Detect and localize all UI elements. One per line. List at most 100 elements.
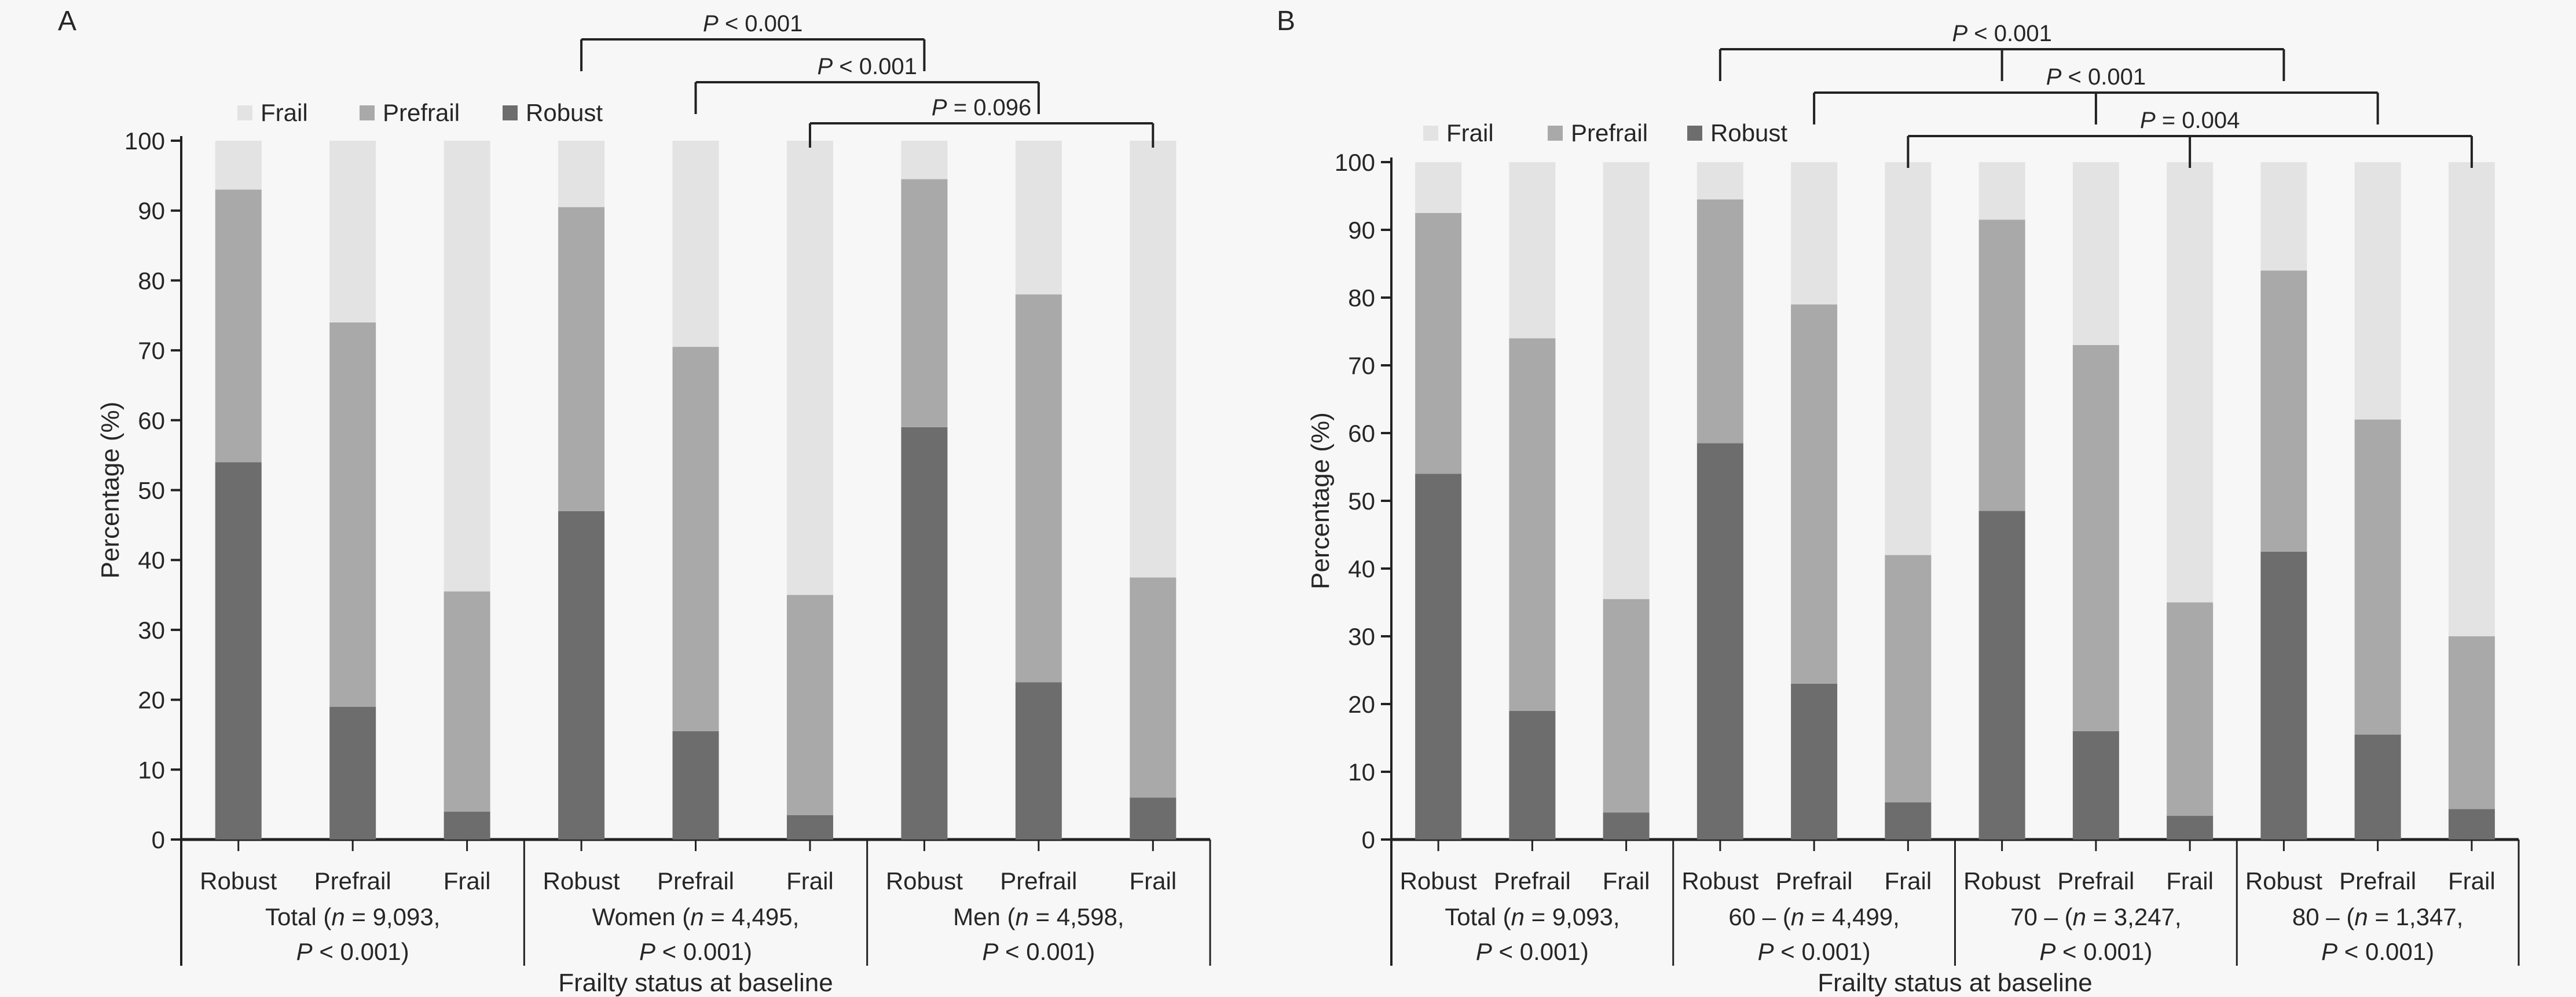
bar-segment-robust — [2072, 731, 2119, 840]
bar-segment-robust — [2260, 551, 2307, 840]
bar-segment-robust — [1015, 682, 1062, 840]
legend-label: Robust — [1710, 119, 1787, 146]
category-label: Prefrail — [1494, 867, 1571, 895]
legend-swatch-robust-icon — [503, 105, 518, 120]
group-label-line1: Men (n = 4,598, — [953, 903, 1124, 930]
group-label-line1: Total (n = 9,093, — [265, 903, 440, 930]
bar-segment-prefrail — [2354, 419, 2401, 735]
bar-segment-prefrail — [1791, 304, 1838, 684]
bar-segment-robust — [1696, 443, 1743, 840]
y-tick-label: 60 — [138, 407, 165, 434]
group-label-line2: P < 0.001) — [982, 938, 1095, 965]
bar-segment-robust — [1791, 683, 1838, 840]
category-label: Frail — [1129, 867, 1177, 895]
bar-segment-prefrail — [1130, 577, 1177, 798]
panel-letter: A — [58, 6, 76, 36]
bar-segment-prefrail — [1415, 212, 1462, 474]
category-label: Robust — [1963, 867, 2040, 895]
y-tick-label: 10 — [1348, 758, 1375, 786]
category-label: Frail — [1603, 867, 1650, 895]
bar-segment-frail — [444, 141, 490, 592]
group-label-line2: P < 0.001) — [1758, 938, 1871, 965]
bar-segment-frail — [1603, 162, 1650, 599]
group-label-line2: P < 0.001) — [2039, 938, 2152, 965]
bar-segment-prefrail — [1603, 599, 1650, 813]
group-label-line2: P < 0.001) — [296, 938, 409, 965]
bar-segment-robust — [2167, 816, 2214, 840]
bar-segment-prefrail — [1015, 294, 1062, 683]
category-label: Robust — [200, 867, 277, 895]
y-tick-label: 30 — [1348, 623, 1375, 650]
bar-segment-prefrail — [2167, 602, 2214, 816]
group-label-line2: P < 0.001) — [2321, 938, 2434, 965]
bar-segment-frail — [1415, 162, 1462, 213]
bar-segment-frail — [215, 141, 262, 190]
bar-segment-robust — [1603, 812, 1650, 840]
group-label-line1: 70 – (n = 3,247, — [2010, 903, 2181, 930]
bar-segment-frail — [1696, 162, 1743, 200]
group-label-line2: P < 0.001) — [1476, 938, 1589, 965]
y-tick-label: 0 — [152, 826, 165, 853]
legend-label: Prefrail — [383, 99, 460, 126]
legend-swatch-prefrail-icon — [360, 105, 375, 120]
bar-segment-frail — [2354, 162, 2401, 420]
bar-segment-prefrail — [329, 322, 376, 707]
bar-segment-frail — [1791, 162, 1838, 305]
bar-segment-robust — [444, 811, 490, 840]
group-label-line1: 80 – (n = 1,347, — [2292, 903, 2463, 930]
y-tick-label: 60 — [1348, 420, 1375, 447]
category-label: Frail — [1885, 867, 1932, 895]
bar-segment-frail — [1509, 162, 1556, 339]
bracket-p-label: P = 0.096 — [932, 95, 1031, 120]
bar-segment-robust — [2354, 734, 2401, 840]
category-label: Frail — [2166, 867, 2214, 895]
bar-segment-frail — [1015, 141, 1062, 295]
y-tick-label: 90 — [1348, 217, 1375, 244]
y-tick-label: 80 — [138, 267, 165, 294]
legend-swatch-robust-icon — [1687, 126, 1702, 141]
bar-segment-frail — [1885, 162, 1932, 555]
bar-segment-frail — [558, 141, 605, 207]
bar-segment-prefrail — [786, 595, 833, 815]
bar-segment-frail — [1978, 162, 2025, 220]
group-label-line1: Total (n = 9,093, — [1445, 903, 1619, 930]
bar-segment-frail — [901, 141, 948, 179]
category-label: Frail — [2448, 867, 2496, 895]
y-axis-title: Percentage (%) — [96, 402, 124, 579]
bar-segment-prefrail — [1978, 219, 2025, 511]
y-tick-label: 100 — [1335, 149, 1375, 176]
bar-segment-robust — [2448, 809, 2495, 840]
group-label-line1: 60 – (n = 4,499, — [1728, 903, 1899, 930]
bar-segment-robust — [672, 731, 719, 840]
category-label: Frail — [444, 867, 491, 895]
y-tick-label: 30 — [138, 617, 165, 644]
group-label-line1: Women (n = 4,495, — [592, 903, 800, 930]
bar-segment-prefrail — [1885, 555, 1932, 802]
y-tick-label: 80 — [1348, 284, 1375, 311]
bar-segment-frail — [329, 141, 376, 322]
bar-segment-robust — [1509, 710, 1556, 840]
category-label: Prefrail — [1000, 867, 1077, 895]
y-tick-label: 50 — [1348, 487, 1375, 515]
y-tick-label: 20 — [1348, 691, 1375, 718]
panel-a: A Frail Prefrail Robust 0 10 20 30 40 50 60 70 80 90 1… — [58, 6, 1211, 997]
legend-swatch-frail-icon — [237, 105, 252, 120]
bar-segment-robust — [1415, 474, 1462, 840]
legend-label: Frail — [261, 99, 308, 126]
y-tick-label: 10 — [138, 756, 165, 783]
x-axis-title: Frailty status at baseline — [1818, 969, 2092, 997]
bar-segment-prefrail — [901, 179, 948, 427]
y-tick-label: 100 — [124, 127, 165, 155]
panel-b: B Frail Prefrail Robust 0 10 20 30 40 50 60 70 80 90 1… — [1277, 6, 2520, 997]
category-label: Prefrail — [314, 867, 391, 895]
y-tick-label: 70 — [138, 337, 165, 364]
y-tick-label: 70 — [1348, 352, 1375, 379]
bar-segment-robust — [558, 511, 605, 840]
category-label: Prefrail — [1776, 867, 1853, 895]
bar-segment-frail — [2167, 162, 2214, 603]
category-label: Prefrail — [2057, 867, 2134, 895]
bar-segment-frail — [786, 141, 833, 595]
bracket-p-label: P < 0.001 — [703, 11, 803, 36]
y-tick-label: 90 — [138, 197, 165, 225]
bar-segment-prefrail — [672, 347, 719, 731]
